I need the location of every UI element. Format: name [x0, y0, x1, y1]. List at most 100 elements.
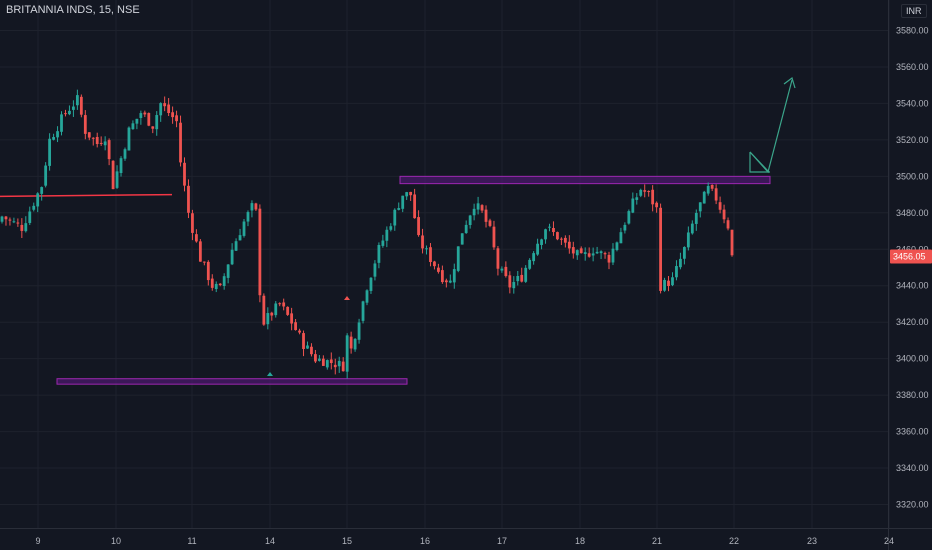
candle-body [16, 222, 20, 224]
candle-body [468, 215, 472, 226]
candle [155, 111, 159, 136]
candle-body [254, 203, 258, 210]
candle-body [270, 312, 274, 316]
candle [341, 357, 345, 372]
candle [433, 260, 436, 270]
candle-body [183, 162, 186, 186]
candle-body [504, 266, 508, 277]
candle [56, 126, 59, 143]
candle [726, 217, 730, 231]
price-tick-label: 3520.00 [896, 135, 929, 145]
candle [393, 208, 397, 231]
candle-body [671, 277, 674, 286]
candle [667, 276, 670, 292]
candle-body [583, 252, 587, 254]
candle [484, 205, 488, 228]
candle-body [413, 194, 417, 219]
candle-body [163, 103, 167, 107]
candle [607, 251, 611, 270]
candle-body [615, 242, 619, 251]
price-tick-label: 3340.00 [896, 463, 929, 473]
candle-body [639, 189, 643, 196]
candle-body [599, 251, 603, 254]
candle [183, 157, 186, 192]
candle [643, 184, 647, 198]
candle [159, 102, 163, 122]
candle-body [258, 208, 262, 296]
candle [456, 246, 460, 273]
price-axis: 3320.00 3340.00 3360.00 3380.00 3400.00 3420.… [896, 26, 929, 510]
candle-body [675, 266, 678, 278]
candle-body [631, 198, 635, 213]
candle [385, 226, 389, 248]
candle [286, 306, 290, 316]
candle-body [314, 354, 317, 362]
candle [583, 247, 587, 261]
arrow-head [783, 77, 796, 89]
candle-body [361, 301, 365, 321]
candle [238, 228, 242, 241]
candle-body [595, 251, 599, 254]
candle [389, 223, 393, 232]
candle-body [337, 360, 341, 367]
price-tick-label: 3320.00 [896, 500, 929, 510]
candle-body [119, 158, 123, 174]
candle [663, 277, 666, 292]
candle [254, 202, 258, 212]
candle [694, 209, 698, 231]
candle-body [385, 229, 389, 241]
candle-body [206, 261, 210, 281]
candle-body [433, 261, 436, 267]
last-price-label: 3456.05 [893, 252, 926, 262]
candle-body [198, 241, 202, 262]
candle [361, 300, 365, 324]
candle [679, 252, 682, 270]
currency-badge[interactable]: INR [901, 4, 927, 18]
time-tick-label: 16 [420, 536, 430, 546]
candle [218, 283, 222, 287]
candle-body [544, 229, 547, 240]
candle [429, 243, 432, 267]
candle-body [48, 138, 52, 166]
candle [83, 110, 87, 140]
candle [710, 184, 714, 192]
candle-body [171, 112, 174, 118]
candle [4, 215, 8, 226]
candle [587, 247, 591, 258]
candle [107, 138, 111, 166]
candle-body [508, 275, 512, 288]
candle-body [377, 244, 381, 263]
candle-body [714, 188, 718, 201]
candle-body [627, 211, 631, 224]
candle [317, 355, 321, 362]
candle [686, 226, 690, 251]
candle-body [635, 197, 639, 200]
candle [191, 209, 194, 241]
candle [651, 185, 655, 212]
candle-body [492, 226, 496, 248]
price-tick-label: 3500.00 [896, 171, 929, 181]
candle-body [575, 250, 579, 256]
candle-body [496, 248, 500, 269]
candle [516, 270, 520, 286]
candle [206, 260, 210, 286]
candle-body [175, 115, 178, 122]
candle-body [341, 361, 345, 372]
candle-body [24, 223, 28, 232]
candle-body [567, 241, 571, 249]
candle-body [234, 241, 238, 251]
candle-body [317, 358, 321, 361]
candle [87, 132, 91, 141]
candle [714, 184, 718, 205]
candle [230, 243, 234, 266]
candle [151, 126, 155, 134]
candle [226, 264, 230, 284]
candle-body [60, 114, 63, 132]
candle-body [8, 219, 12, 221]
candle [381, 234, 385, 248]
candle-body [556, 232, 559, 240]
candle-body [242, 221, 246, 236]
candle [163, 96, 167, 112]
candle [91, 137, 95, 146]
